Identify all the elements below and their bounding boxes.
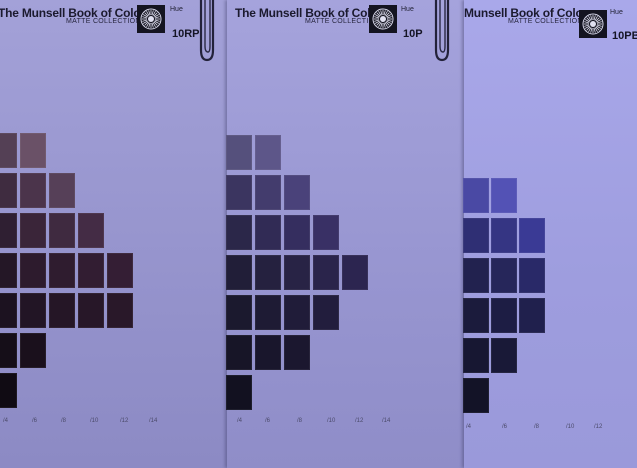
hue-value: 10P [403,28,423,40]
color-chip [0,333,17,368]
color-chip [284,175,310,210]
color-chip [519,298,545,333]
color-chip [49,293,75,328]
chroma-label: /4 [237,418,243,424]
color-chip [0,253,17,288]
book-title: The Munsell Book of Color [0,6,145,20]
color-chip [226,135,252,170]
hue-label: Hue [610,9,623,16]
color-chip [226,335,252,370]
color-chip [20,253,46,288]
color-chip [463,378,489,413]
color-chip [78,253,104,288]
color-chip [342,255,368,290]
chroma-label: /8 [534,424,540,430]
chroma-label: /6 [502,424,508,430]
paper-clip-icon [197,0,217,62]
color-chip [463,258,489,293]
color-chip [20,333,46,368]
chroma-label: /12 [355,418,364,424]
color-chip [255,295,281,330]
color-chip [78,213,104,248]
chroma-label: /4 [466,424,472,430]
color-chip [284,215,310,250]
color-chip [20,173,46,208]
hue-label: Hue [170,6,183,13]
color-chip [0,133,17,168]
munsell-logo-icon [137,5,165,33]
book-title: Munsell Book of Color [464,6,588,20]
color-chip [20,213,46,248]
chroma-label: /14 [382,418,391,424]
chroma-label: /10 [566,424,575,430]
color-chip [255,335,281,370]
chroma-label: /12 [594,424,603,430]
chroma-label: /14 [149,418,158,424]
color-chip [20,133,46,168]
chroma-label: /10 [90,418,99,424]
color-chip [284,335,310,370]
chroma-label: /8 [297,418,303,424]
color-chip [49,173,75,208]
chroma-label: /10 [327,418,336,424]
color-chip [20,293,46,328]
munsell-logo-icon [579,10,607,38]
book-title: The Munsell Book of Color [235,6,382,20]
hue-value: 10RP [172,28,200,40]
color-chip [491,218,517,253]
color-chip [226,175,252,210]
color-chip [313,295,339,330]
color-chip [0,293,17,328]
book-subtitle: MATTE COLLECTION [305,18,380,25]
color-chip [49,253,75,288]
color-chip [463,218,489,253]
color-chip [255,175,281,210]
color-chip [491,258,517,293]
munsell-page-10pb: Munsell Book of Color MATTE COLLECTION H… [463,0,637,468]
paper-clip-icon [432,0,452,62]
hue-value: 10PB [612,30,637,42]
color-chip [463,338,489,373]
color-chip [0,213,17,248]
chroma-label: /12 [120,418,129,424]
book-subtitle: MATTE COLLECTION [66,18,141,25]
color-chip [491,338,517,373]
book-subtitle: MATTE COLLECTION [508,18,583,25]
munsell-page-10rp: The Munsell Book of Color MATTE COLLECTI… [0,0,227,468]
chroma-label: /6 [265,418,271,424]
munsell-page-10p: The Munsell Book of Color MATTE COLLECTI… [226,0,464,468]
color-chip [0,173,17,208]
color-chip [463,178,489,213]
hue-label: Hue [401,6,414,13]
color-chip [255,135,281,170]
chroma-label: /8 [61,418,67,424]
color-chip [226,375,252,410]
chroma-label: /6 [32,418,38,424]
color-chip [226,295,252,330]
color-chip [463,298,489,333]
color-chip [49,213,75,248]
chroma-label: /4 [3,418,9,424]
munsell-logo-icon [369,5,397,33]
color-chip [284,295,310,330]
color-chip [0,373,17,408]
color-chip [107,253,133,288]
color-chip [519,258,545,293]
color-chip [313,215,339,250]
color-chip [313,255,339,290]
color-chip [107,293,133,328]
color-chip [78,293,104,328]
color-chip [519,218,545,253]
color-chip [491,178,517,213]
color-chip [284,255,310,290]
color-chip [255,255,281,290]
color-chip [226,215,252,250]
color-chip [255,215,281,250]
color-chip [226,255,252,290]
color-chip [491,298,517,333]
